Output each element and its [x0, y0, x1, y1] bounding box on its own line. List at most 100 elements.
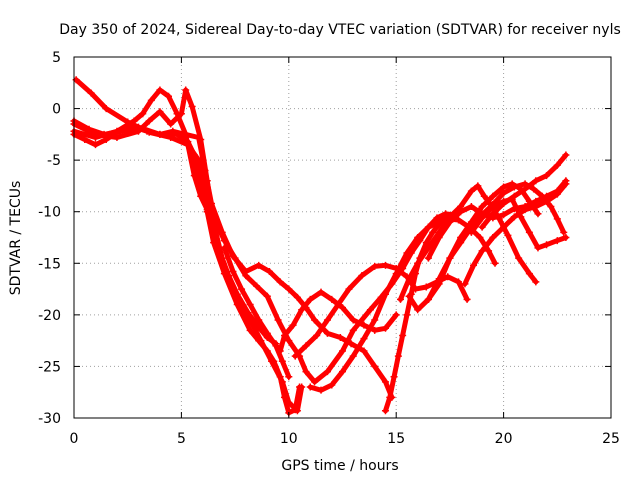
y-tick-label: -10 [38, 205, 61, 221]
data-point-marker [525, 270, 533, 278]
data-point-marker [381, 290, 389, 298]
data-point-marker [478, 223, 486, 231]
data-point-marker [91, 141, 99, 149]
data-point-marker [285, 285, 293, 293]
data-point-marker [85, 125, 93, 133]
y-tick-label: -20 [38, 308, 61, 324]
data-point-marker [532, 177, 540, 185]
data-point-marker [313, 331, 321, 339]
data-point-marker [532, 197, 540, 205]
x-tick-label: 15 [387, 431, 405, 447]
data-point-marker [285, 337, 293, 345]
data-point-marker [306, 383, 314, 391]
x-tick-label: 10 [280, 431, 298, 447]
data-point-marker [285, 399, 293, 407]
data-point-marker [366, 306, 374, 314]
data-point-marker [274, 316, 282, 324]
data-point-marker [102, 105, 110, 113]
data-point-marker [302, 368, 310, 376]
data-point-marker [145, 117, 153, 125]
data-point-marker [534, 244, 542, 252]
series-line [398, 183, 539, 302]
data-point-marker [399, 331, 407, 339]
data-point-marker [360, 347, 368, 355]
data-point-marker [87, 89, 95, 97]
data-point-marker [553, 215, 561, 223]
data-point-marker [311, 378, 319, 386]
data-point-marker [195, 172, 203, 180]
data-point-marker [371, 326, 379, 334]
series-track-7 [276, 288, 400, 355]
series-layer [70, 76, 570, 417]
data-point-marker [500, 197, 508, 205]
data-point-marker [414, 234, 422, 241]
data-point-marker [489, 234, 497, 241]
data-point-marker [510, 213, 518, 221]
data-point-marker [306, 295, 314, 303]
data-point-marker [508, 195, 516, 203]
data-point-marker [553, 237, 561, 245]
data-point-marker [381, 261, 389, 269]
data-point-marker [347, 340, 355, 348]
data-point-marker [229, 268, 237, 276]
data-point-marker [100, 130, 108, 138]
data-point-marker [246, 301, 254, 309]
data-point-marker [500, 183, 508, 191]
data-point-marker [289, 321, 297, 329]
data-point-marker [392, 270, 400, 278]
data-point-marker [562, 151, 570, 159]
data-point-marker [562, 234, 570, 241]
data-point-marker [414, 306, 422, 314]
data-point-marker [444, 273, 452, 281]
data-point-marker [381, 324, 389, 332]
data-point-marker [165, 92, 173, 100]
data-point-marker [446, 254, 454, 262]
data-point-marker [134, 123, 142, 131]
data-point-marker [553, 161, 561, 169]
data-point-marker [457, 208, 465, 216]
data-point-marker [139, 110, 147, 118]
series-track-10 [306, 206, 465, 394]
data-point-marker [156, 86, 164, 94]
data-point-marker [532, 278, 540, 286]
data-point-marker [534, 210, 542, 218]
data-point-marker [293, 293, 301, 301]
data-point-marker [547, 203, 555, 211]
data-point-marker [560, 228, 568, 236]
data-point-marker [435, 218, 443, 226]
data-point-marker [349, 352, 357, 360]
data-point-marker [422, 239, 430, 247]
data-point-marker [336, 334, 344, 342]
data-point-marker [461, 280, 469, 288]
data-point-marker [328, 381, 336, 389]
data-point-marker [276, 278, 284, 286]
x-tick-label: 20 [495, 431, 513, 447]
data-point-marker [293, 407, 301, 415]
data-point-marker [268, 357, 276, 365]
data-point-marker [371, 262, 379, 270]
data-point-marker [113, 128, 121, 136]
data-point-marker [317, 386, 325, 394]
data-point-marker [345, 285, 353, 293]
series-line [73, 77, 302, 416]
data-point-marker [334, 301, 342, 309]
data-point-marker [530, 185, 538, 193]
y-axis-label: SDTVAR / TECUs [8, 181, 24, 296]
y-tick-label: 0 [52, 102, 61, 118]
data-point-marker [504, 231, 512, 239]
data-point-marker [525, 228, 533, 236]
data-point-marker [212, 228, 220, 236]
data-point-marker [255, 261, 263, 269]
data-point-marker [489, 203, 497, 211]
data-point-marker [463, 295, 471, 303]
data-point-marker [253, 282, 261, 290]
data-point-marker [521, 185, 529, 193]
data-point-marker [167, 120, 175, 128]
data-point-marker [233, 290, 241, 298]
data-point-marker [489, 214, 497, 222]
data-point-marker [339, 304, 346, 312]
data-point-marker [405, 275, 413, 283]
data-point-marker [543, 192, 551, 200]
data-point-marker [323, 329, 331, 337]
data-point-marker [257, 337, 265, 345]
